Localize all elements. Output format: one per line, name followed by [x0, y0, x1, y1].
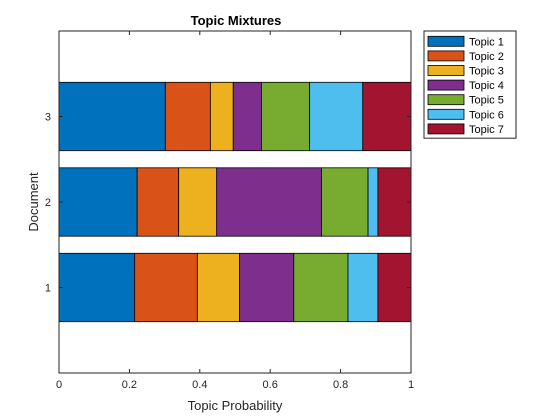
legend-label-topic3: Topic 3	[469, 66, 504, 78]
y-tick-label: 1	[45, 283, 51, 295]
y-tick-label: 3	[45, 112, 51, 124]
bar-doc1-topic7	[377, 252, 412, 323]
bar-doc2-topic4	[216, 167, 322, 237]
bars-group	[58, 81, 412, 323]
bar-doc1-topic4	[239, 252, 295, 323]
y-tick-label: 2	[45, 197, 51, 209]
legend-swatch-topic7	[427, 123, 465, 135]
bar-doc1-topic5	[293, 252, 349, 323]
bar-doc2-topic1	[58, 167, 138, 237]
bar-doc2-topic5	[321, 167, 369, 237]
x-tick-label: 0	[56, 379, 62, 391]
bar-doc1-topic3	[196, 252, 240, 323]
legend-swatch-topic6	[427, 108, 465, 120]
legend-label-topic5: Topic 5	[469, 95, 504, 107]
legend-swatch-topic4	[427, 79, 465, 91]
x-tick-label: 0.8	[333, 379, 348, 391]
bar-doc3-topic5	[260, 81, 311, 152]
bar-doc3-topic4	[232, 81, 262, 152]
legend-swatch-topic5	[427, 94, 465, 106]
x-tick-label: 0.6	[263, 379, 278, 391]
bar-doc3-topic3	[209, 81, 234, 152]
bar-doc2-topic7	[377, 167, 412, 237]
bar-doc1-topic2	[134, 252, 198, 323]
bar-doc1-topic6	[347, 252, 379, 323]
bar-doc1-topic1	[58, 252, 136, 323]
legend-label-topic1: Topic 1	[469, 36, 504, 48]
bar-doc3-topic1	[58, 81, 166, 152]
bar-doc3-topic2	[164, 81, 211, 152]
legend-label-topic7: Topic 7	[469, 124, 504, 136]
bar-doc2-topic2	[136, 167, 180, 237]
x-tick-label: 0.4	[192, 379, 207, 391]
x-axis-label: Topic Probability	[188, 398, 283, 413]
legend-swatch-topic2	[427, 50, 465, 62]
x-tick-label: 0.2	[122, 379, 137, 391]
legend-label-topic6: Topic 6	[469, 109, 504, 121]
x-tick-label: 1	[408, 379, 414, 391]
legend-label-topic4: Topic 4	[469, 80, 504, 92]
legend-swatch-topic3	[427, 65, 465, 76]
chart-title: Topic Mixtures	[191, 13, 282, 28]
bar-doc2-topic6	[367, 167, 379, 237]
y-axis-label: Document	[26, 172, 41, 232]
y-axis-ticks: 1 2 3	[45, 112, 411, 295]
legend-label-topic2: Topic 2	[469, 51, 504, 63]
bar-doc3-topic6	[309, 81, 364, 152]
x-axis-ticks: 0 0.2 0.4 0.6 0.8 1	[56, 31, 414, 391]
legend-swatch-topic1	[427, 35, 465, 47]
legend: Topic 1 Topic 2 Topic 3 Topic 4 Topic 5 Topic…	[423, 30, 517, 139]
bar-doc3-topic7	[362, 81, 412, 152]
bar-doc2-topic3	[178, 167, 218, 237]
